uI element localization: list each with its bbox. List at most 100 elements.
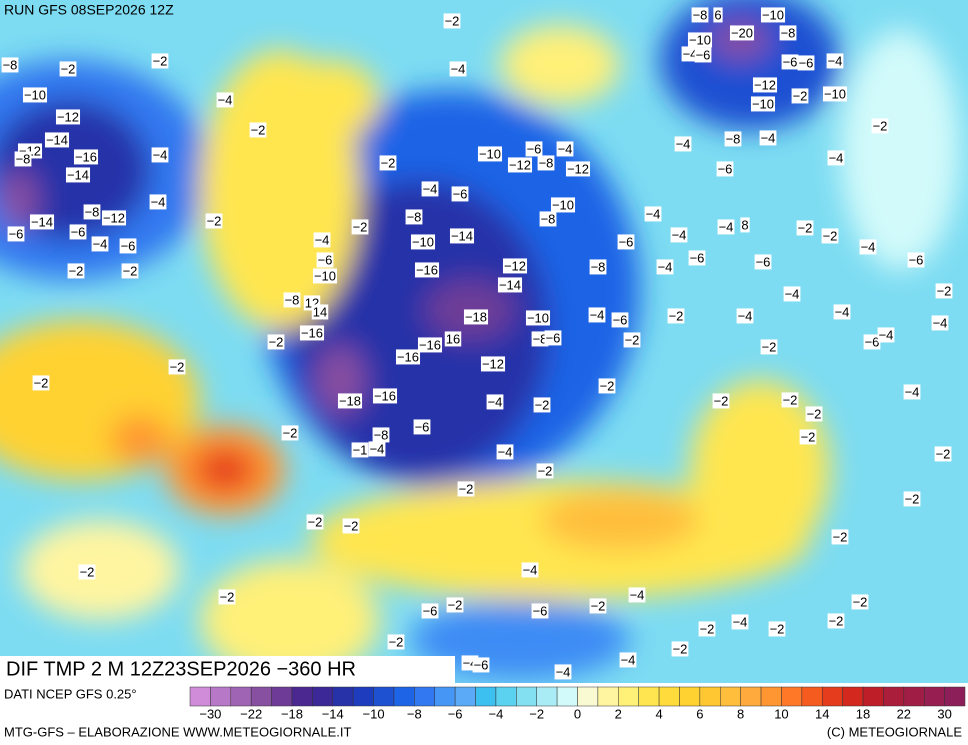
contour-label-bg bbox=[674, 136, 692, 152]
contour-label-bg bbox=[313, 232, 331, 248]
contour-label-bg bbox=[283, 292, 301, 308]
contour-label: −6 bbox=[121, 238, 136, 253]
contour-label: −2 bbox=[853, 594, 868, 609]
colorbar-swatch bbox=[556, 686, 578, 707]
contour-label-bg bbox=[7, 226, 25, 242]
contour-label-bg bbox=[826, 53, 844, 69]
contour-label-bg bbox=[670, 227, 688, 243]
colorbar-tick-label: 0 bbox=[574, 706, 581, 721]
contour-label-bg bbox=[395, 349, 421, 365]
contour-label: −4 bbox=[590, 307, 605, 322]
contour-label: −6 bbox=[696, 47, 711, 62]
contour-label: −2 bbox=[600, 378, 615, 393]
contour-label-bg bbox=[754, 254, 772, 270]
contour-label-bg bbox=[83, 204, 101, 220]
contour-label: −6 bbox=[865, 334, 880, 349]
contour-label: −16 bbox=[374, 388, 396, 403]
contour-label: −8 bbox=[781, 25, 796, 40]
contour-label: −6 bbox=[474, 657, 489, 672]
contour-label-bg bbox=[903, 384, 921, 400]
contour-label: −8 bbox=[541, 211, 556, 226]
contour-label-bg bbox=[556, 141, 574, 157]
contour-label: −2 bbox=[34, 375, 49, 390]
contour-label: −2 bbox=[793, 88, 808, 103]
contour-label: −4 bbox=[933, 315, 948, 330]
contour-label-bg bbox=[417, 337, 443, 353]
colorbar-swatch bbox=[230, 686, 252, 707]
contour-label-bg bbox=[316, 252, 334, 268]
contour-label: −4 bbox=[835, 304, 850, 319]
contour-label-bg bbox=[379, 155, 397, 171]
contour-label-bg bbox=[457, 481, 475, 497]
contour-label-bg bbox=[421, 603, 439, 619]
contour-label-bg bbox=[29, 214, 55, 230]
contour-label-bg bbox=[716, 161, 734, 177]
contour-label-bg bbox=[717, 219, 735, 235]
contour-label-bg bbox=[623, 332, 641, 348]
contour-label-bg bbox=[101, 210, 127, 226]
contour-label-bg bbox=[368, 441, 386, 457]
contour-label-bg bbox=[91, 236, 109, 252]
contour-label-bg bbox=[589, 259, 607, 275]
map-title: DIF TMP 2 M 12Z23SEP2026 −360 HR bbox=[6, 658, 356, 680]
colorbar-swatch bbox=[454, 686, 476, 707]
contour-label: −20 bbox=[731, 25, 753, 40]
colorbar-tick-label: 2 bbox=[615, 706, 622, 721]
contour-label-bg bbox=[611, 312, 629, 328]
colorbar-swatch bbox=[618, 686, 639, 707]
contour-label-bg bbox=[372, 388, 398, 404]
contour-label-bg bbox=[351, 442, 369, 458]
colorbar-tick-label: −14 bbox=[322, 706, 344, 721]
contour-label-bg bbox=[550, 197, 576, 213]
contour-label-bg bbox=[451, 186, 469, 202]
contour-label-bg bbox=[73, 149, 99, 165]
contour-label-bg bbox=[472, 657, 490, 673]
contour-label-bg bbox=[565, 161, 591, 177]
colorbar-swatch bbox=[862, 686, 884, 707]
contour-label-bg bbox=[299, 325, 325, 341]
contour-label-bg bbox=[554, 664, 572, 680]
footer-right: (C) METEOGIORNALE bbox=[827, 724, 962, 739]
contour-label: −4 bbox=[719, 219, 734, 234]
contour-label: −8 bbox=[591, 259, 606, 274]
colorbar-tick-label: 22 bbox=[897, 706, 911, 721]
colorbar-swatch bbox=[189, 686, 211, 707]
contour-label: −4 bbox=[646, 206, 661, 221]
colorbar-swatch bbox=[414, 686, 435, 707]
contour-label: −6 bbox=[546, 330, 561, 345]
contour-label-bg bbox=[59, 61, 77, 77]
contour-label: −4 bbox=[218, 92, 233, 107]
contour-label-bg bbox=[14, 151, 32, 167]
contour-label-bg bbox=[934, 446, 952, 462]
contour-label: −10 bbox=[762, 7, 784, 22]
contour-label: −2 bbox=[798, 220, 813, 235]
contour-label-bg bbox=[446, 597, 464, 613]
contour-label: −14 bbox=[499, 277, 521, 292]
colorbar-swatch bbox=[475, 686, 497, 707]
colorbar-swatch bbox=[434, 686, 456, 707]
contour-label: −2 bbox=[459, 481, 474, 496]
contour-label: −6 bbox=[799, 55, 814, 70]
contour-label: −4 bbox=[905, 384, 920, 399]
contour-label: −2 bbox=[153, 53, 168, 68]
colorbar-tick-label: −18 bbox=[281, 706, 303, 721]
contour-label-bg bbox=[694, 47, 712, 63]
contour-label: −6 bbox=[613, 312, 628, 327]
colorbar-swatch bbox=[332, 686, 354, 707]
contour-label: −2 bbox=[381, 155, 396, 170]
colorbar-swatch bbox=[781, 686, 803, 707]
contour-label-bg bbox=[497, 277, 523, 293]
contour-label: −2 bbox=[353, 219, 368, 234]
colorbar-swatch bbox=[821, 686, 843, 707]
contour-label-bg bbox=[525, 310, 551, 326]
colorbar-swatch bbox=[760, 686, 782, 707]
source-label: DATI NCEP GFS 0.25° bbox=[4, 686, 137, 701]
contour-label: −2 bbox=[905, 491, 920, 506]
contour-label-bg bbox=[405, 209, 423, 225]
contour-labels: −2 −8 6 −10−20−10 −8−4−6 −6 −6 −4−4−2−8 −2−10 −4−… bbox=[1, 7, 953, 680]
contour-label: −2 bbox=[170, 359, 185, 374]
contour-label-bg bbox=[306, 514, 324, 530]
contour-label: −16 bbox=[301, 325, 323, 340]
contour-label: −4 bbox=[829, 150, 844, 165]
contour-label: −8 bbox=[726, 131, 741, 146]
